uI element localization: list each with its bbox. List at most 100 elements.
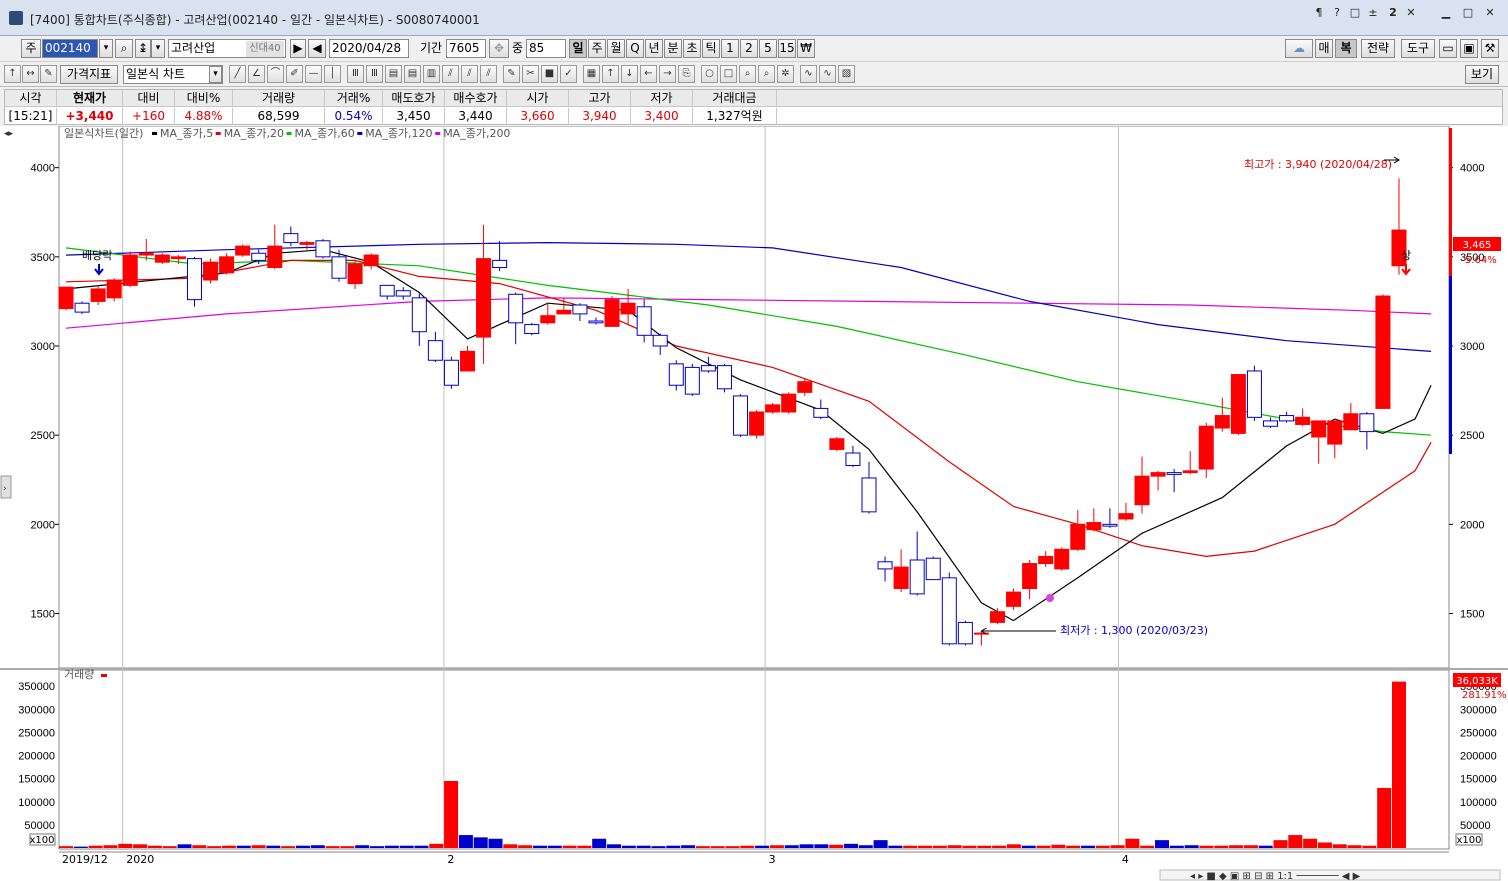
chevron-down-icon[interactable]: ▾ — [209, 66, 222, 83]
edit-icon[interactable]: ✎ — [40, 65, 57, 83]
volume-bar — [1125, 838, 1140, 848]
left-icon[interactable]: ← — [640, 65, 657, 83]
wave-icon[interactable]: ∿ — [800, 65, 817, 83]
channel-icon[interactable]: ⫽ — [442, 65, 459, 83]
zoom-icon[interactable]: ⌕ — [739, 65, 756, 83]
color-icon[interactable]: ■ — [541, 65, 558, 83]
period-button-0[interactable]: 일 — [569, 39, 587, 58]
fib-icon[interactable]: Ⅲ — [347, 65, 364, 83]
tools-button[interactable]: 도구 — [1401, 39, 1435, 58]
close-button[interactable]: ✕ — [1485, 6, 1495, 19]
period-button-4[interactable]: 년 — [645, 39, 663, 58]
date-input[interactable]: 2020/04/28 — [329, 39, 409, 58]
channel3-icon[interactable]: ⫽ — [480, 65, 497, 83]
volume-tick-left: 250000 — [18, 727, 55, 739]
volume-bar — [295, 845, 310, 848]
image-icon[interactable]: ▧ — [838, 65, 855, 83]
copy-icon[interactable]: □ — [1349, 6, 1361, 19]
check-icon[interactable]: ✓ — [560, 65, 577, 83]
left-expand-handle — [0, 475, 12, 499]
arrow-up-icon[interactable]: ↑ — [4, 65, 21, 83]
period-button-9[interactable]: 2 — [740, 39, 758, 58]
compound-button[interactable]: 복 — [1335, 39, 1357, 58]
wrench-icon[interactable]: ⚒ — [1481, 39, 1499, 58]
chart-area[interactable]: 4000 4000 3500 3500 3000 3000 2500 2500 2000 2000… — [0, 126, 1508, 881]
candle-body — [797, 381, 813, 393]
chevron-down-icon[interactable]: ▾ — [99, 39, 113, 58]
trade-button[interactable]: 매 — [1315, 39, 1333, 58]
next-arrow-icon[interactable]: ▶ — [290, 39, 306, 58]
cloud-icon[interactable]: ☁ — [1285, 39, 1313, 58]
period-button-7[interactable]: 틱 — [702, 39, 720, 58]
arc-icon[interactable]: ⌒ — [267, 65, 284, 83]
zoom2-icon[interactable]: ⌕ — [758, 65, 775, 83]
pencil-icon[interactable]: ✎ — [503, 65, 520, 83]
maximize-button[interactable]: □ — [1462, 6, 1474, 19]
volume-bar — [236, 845, 251, 848]
volume-bar — [888, 845, 903, 848]
plusminus-icon[interactable]: ± — [1368, 6, 1378, 19]
save-icon[interactable]: ▣ — [1460, 39, 1478, 58]
table-icon[interactable]: ▦ — [583, 65, 600, 83]
candle-body — [1086, 522, 1102, 531]
period-input[interactable]: 7605 — [446, 39, 486, 58]
volume-tick-right: 50000 — [1460, 820, 1491, 832]
right-icon[interactable]: → — [659, 65, 676, 83]
candle-body — [1006, 591, 1022, 607]
circle-icon[interactable]: ○ — [701, 65, 718, 83]
period-button-11[interactable]: 15 — [778, 39, 796, 58]
sort-icon[interactable]: ↨ — [135, 39, 151, 58]
count-input[interactable]: 85 — [526, 39, 566, 58]
grid-icon[interactable]: ▤ — [385, 65, 402, 83]
angle-icon[interactable]: ∠ — [248, 65, 265, 83]
gridv-icon[interactable]: ▥ — [423, 65, 440, 83]
vline-icon[interactable]: │ — [324, 65, 341, 83]
chevron-down-icon[interactable]: ▾ — [151, 39, 165, 58]
period-button-3[interactable]: Q — [626, 39, 644, 58]
price-indicator-button[interactable]: 가격지표 — [60, 65, 118, 84]
rect-icon[interactable]: □ — [720, 65, 737, 83]
period-button-8[interactable]: 1 — [721, 39, 739, 58]
link-count-button[interactable]: 2 — [1389, 6, 1397, 19]
hline-icon[interactable]: — — [305, 65, 322, 83]
quote-value-3: 4.88% — [175, 108, 233, 125]
strategy-button[interactable]: 전략 — [1361, 39, 1395, 58]
period-button-10[interactable]: 5 — [759, 39, 777, 58]
split-icon[interactable]: ✥ — [489, 39, 509, 58]
folder-icon[interactable]: ▭ — [1439, 39, 1457, 58]
period-button-12[interactable]: ₩ — [797, 39, 815, 58]
channel2-icon[interactable]: ⫽ — [461, 65, 478, 83]
prev-arrow-icon[interactable]: ◀ — [308, 39, 326, 58]
period-button-2[interactable]: 월 — [607, 39, 625, 58]
wave2-icon[interactable]: ∿ — [819, 65, 836, 83]
period-button-6[interactable]: 초 — [683, 39, 701, 58]
x-axis-label: 4 — [1122, 853, 1129, 866]
volume-bar — [1258, 845, 1273, 848]
volume-bar — [607, 844, 622, 848]
grid2-icon[interactable]: ▤ — [404, 65, 421, 83]
chart-type-select[interactable]: 일본식 차트 — [123, 65, 223, 84]
help-icon[interactable]: ? — [1334, 6, 1340, 19]
stock-code-input[interactable]: 002140 — [42, 39, 98, 58]
candlestick-chart[interactable]: 4000 4000 3500 3500 3000 3000 2500 2500 2000 2000… — [0, 126, 1508, 881]
arrows-horizontal-icon[interactable]: ↔ — [22, 65, 39, 83]
minimize-group-icon[interactable]: ✕ — [1406, 6, 1416, 19]
view-button[interactable]: 보기 — [1465, 65, 1499, 84]
market-select[interactable]: 주 — [21, 39, 41, 58]
line-icon[interactable]: ╱ — [229, 65, 246, 83]
down-icon[interactable]: ↓ — [621, 65, 638, 83]
up-icon[interactable]: ↑ — [602, 65, 619, 83]
star-icon[interactable]: ✲ — [777, 65, 794, 83]
period-button-5[interactable]: 분 — [664, 39, 682, 58]
period-button-1[interactable]: 주 — [588, 39, 606, 58]
high-annotation: 최고가 : 3,940 (2020/04/28) — [1244, 158, 1392, 171]
count-label: 중 — [512, 41, 524, 55]
pen-icon[interactable]: ✐ — [286, 65, 303, 83]
pin-icon[interactable]: ¶ — [1315, 6, 1323, 19]
copy-icon[interactable]: ⎘ — [678, 65, 695, 83]
fib2-icon[interactable]: Ⅲ — [366, 65, 383, 83]
search-icon[interactable]: ⌕ — [115, 39, 133, 58]
price-tick-right: 1500 — [1460, 609, 1484, 621]
minimize-button[interactable]: ▁ — [1441, 6, 1451, 19]
cut-icon[interactable]: ✂ — [522, 65, 539, 83]
